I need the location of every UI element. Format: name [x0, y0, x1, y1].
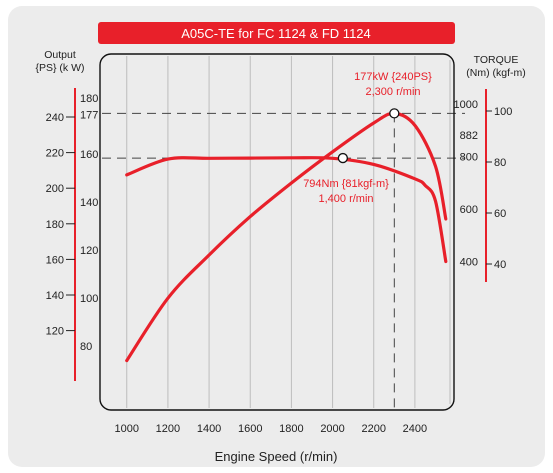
- ps-tick-label: 200: [46, 183, 64, 195]
- nm-tick-label: 800: [460, 152, 478, 164]
- plot-frame: [99, 53, 455, 411]
- torque-peak-marker: [337, 152, 349, 164]
- kw-tick-label: 177: [80, 109, 98, 121]
- curves: [125, 111, 448, 363]
- ps-tick-label: 140: [46, 290, 64, 302]
- ps-tick-label: 220: [46, 148, 64, 160]
- x-tick-label: 1400: [197, 423, 221, 435]
- markers: [337, 108, 400, 164]
- kw-tick-label: 120: [80, 245, 98, 257]
- x-tick-label: 2400: [403, 423, 427, 435]
- kw-tick-label: 180: [80, 93, 98, 105]
- nm-tick-label: 600: [460, 204, 478, 216]
- ps-tick-label: 180: [46, 219, 64, 231]
- kgfm-tick-label: 100: [494, 106, 512, 118]
- nm-tick-label: 1000: [454, 99, 478, 111]
- kgfm-tick-label: 60: [494, 208, 506, 220]
- torque-peak-label-1: 794Nm {81kgf-m}: [303, 178, 389, 190]
- ps-tick-label: 240: [46, 112, 64, 124]
- output-peak-label-1: 177kW {240PS}: [354, 71, 432, 83]
- nm-tick-label: 882: [460, 130, 478, 142]
- output-peak-marker: [389, 108, 400, 119]
- x-tick-label: 1600: [238, 423, 262, 435]
- right-axis-title-1: TORQUE: [474, 54, 519, 66]
- right-axis-title-2: (Nm) (kgf-m): [466, 67, 525, 79]
- x-tick-label: 1800: [279, 423, 303, 435]
- x-axis-label: Engine Speed (r/min): [215, 449, 338, 464]
- torque-peak-label-2: 1,400 r/min: [318, 193, 373, 205]
- x-tick-label: 1000: [115, 423, 139, 435]
- ps-tick-label: 120: [46, 326, 64, 338]
- x-tick-label: 2000: [320, 423, 344, 435]
- chart-title: A05C-TE for FC 1124 & FD 1124: [181, 26, 371, 41]
- left-axis-ticks: 240 220 200 180 160 140 120 180 177 160 140 120 100 8…: [46, 93, 99, 353]
- kw-tick-label: 100: [80, 293, 98, 305]
- kw-tick-label: 160: [80, 149, 98, 161]
- torque-curve: [125, 156, 448, 264]
- kgfm-tick-label: 40: [494, 259, 506, 271]
- kgfm-tick-label: 80: [494, 157, 506, 169]
- kw-tick-label: 140: [80, 197, 98, 209]
- x-tick-label: 1200: [156, 423, 180, 435]
- left-axis-title-1: Output: [44, 49, 76, 61]
- output-peak-label-2: 2,300 r/min: [365, 86, 420, 98]
- title-bar: [98, 22, 455, 44]
- nm-tick-label: 400: [460, 257, 478, 269]
- right-axis-ticks: 1000 882 800 600 400 100 80 60 40: [454, 99, 513, 271]
- output-curve: [125, 111, 448, 363]
- chart-card: [8, 6, 545, 467]
- left-axis-title-2: {PS} (k W): [35, 62, 84, 74]
- kw-tick-label: 80: [80, 341, 92, 353]
- x-tick-label: 2200: [361, 423, 385, 435]
- x-axis-ticks: 1000 1200 1400 1600 1800 2000 2200 2400: [115, 423, 428, 435]
- plot-grid: [126, 56, 451, 408]
- ps-tick-label: 160: [46, 254, 64, 266]
